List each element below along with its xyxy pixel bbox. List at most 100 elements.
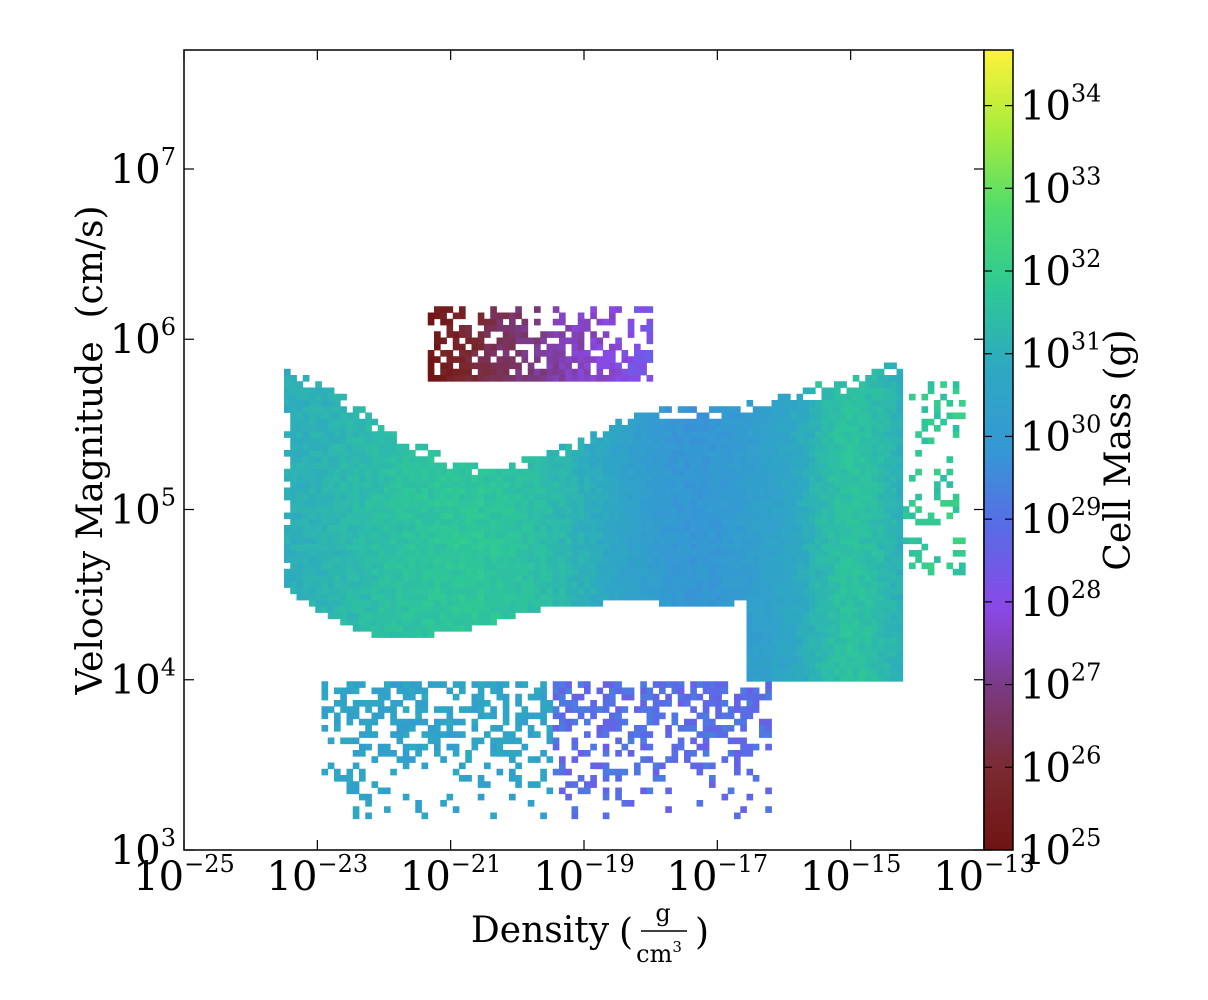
heatmap-cell — [534, 462, 541, 470]
heatmap-cell — [646, 593, 654, 601]
heatmap-cell — [734, 756, 741, 763]
heatmap-cell — [734, 500, 741, 507]
heatmap-cell — [515, 718, 522, 726]
heatmap-cell — [752, 706, 760, 713]
heatmap-cell — [584, 600, 591, 607]
heatmap-cell — [490, 618, 497, 626]
heatmap-cell — [615, 725, 622, 732]
heatmap-cell — [371, 468, 379, 476]
heatmap-cell — [346, 500, 354, 507]
heatmap-cell — [496, 325, 504, 332]
heatmap-cell — [546, 475, 554, 482]
heatmap-cell — [952, 493, 960, 501]
heatmap-cell — [359, 556, 366, 563]
heatmap-cell — [909, 562, 916, 570]
heatmap-cell — [596, 500, 604, 507]
heatmap-cell — [846, 662, 854, 670]
heatmap-cell — [702, 462, 710, 470]
heatmap-cell — [865, 456, 872, 463]
heatmap-cell — [352, 612, 360, 620]
heatmap-cell — [484, 618, 491, 626]
heatmap-cell — [702, 706, 710, 713]
heatmap-cell — [627, 750, 635, 757]
heatmap-cell — [721, 518, 729, 526]
heatmap-cell — [546, 456, 554, 463]
heatmap-cell — [896, 506, 904, 513]
heatmap-cell — [859, 525, 866, 532]
heatmap-cell — [852, 500, 860, 507]
heatmap-cell — [577, 518, 585, 526]
heatmap-cell — [452, 487, 460, 495]
heatmap-cell — [315, 531, 322, 538]
heatmap-cell — [877, 600, 885, 607]
heatmap-cell — [827, 562, 835, 570]
heatmap-cell — [646, 543, 654, 551]
heatmap-cell — [527, 362, 535, 370]
heatmap-cell — [596, 550, 604, 557]
heatmap-cell — [884, 506, 891, 513]
heatmap-cell — [890, 581, 897, 588]
heatmap-cell — [377, 468, 385, 476]
heatmap-cell — [771, 600, 779, 607]
heatmap-cell — [496, 531, 504, 538]
heatmap-cell — [334, 493, 341, 501]
heatmap-cell — [521, 568, 529, 576]
heatmap-cell — [615, 418, 622, 426]
heatmap-cell — [340, 693, 347, 701]
heatmap-cell — [746, 675, 754, 682]
heatmap-cell — [309, 437, 316, 445]
heatmap-cell — [327, 431, 335, 438]
heatmap-cell — [359, 537, 366, 545]
heatmap-cell — [840, 393, 847, 401]
heatmap-cell — [871, 550, 879, 557]
heatmap-cell — [652, 718, 660, 726]
colorbar-tick-label-exp: 33 — [1071, 162, 1102, 190]
heatmap-cell — [565, 687, 572, 695]
heatmap-cell — [759, 675, 766, 682]
heatmap-cell — [790, 462, 797, 470]
heatmap-cell — [377, 743, 385, 751]
heatmap-cell — [821, 631, 829, 638]
heatmap-cell — [515, 693, 522, 701]
heatmap-cell — [715, 456, 722, 463]
heatmap-cell — [634, 350, 641, 357]
heatmap-cell — [727, 581, 735, 588]
heatmap-cell — [934, 481, 941, 488]
heatmap-cell — [327, 737, 335, 745]
heatmap-cell — [702, 581, 710, 588]
heatmap-cell — [327, 531, 335, 538]
heatmap-cell — [652, 681, 660, 688]
heatmap-cell — [652, 418, 660, 426]
heatmap-cell — [871, 456, 879, 463]
heatmap-cell — [790, 612, 797, 620]
heatmap-cell — [615, 531, 622, 538]
heatmap-cell — [771, 512, 779, 520]
heatmap-cell — [702, 412, 710, 420]
heatmap-cell — [771, 450, 779, 457]
x-axis-units-denominator-exp: 3 — [672, 938, 682, 956]
heatmap-cell — [602, 350, 610, 357]
heatmap-cell — [677, 593, 685, 601]
heatmap-cell — [477, 337, 485, 345]
heatmap-cell — [584, 531, 591, 538]
heatmap-cell — [865, 625, 872, 632]
heatmap-cell — [340, 493, 347, 501]
heatmap-cell — [365, 543, 372, 551]
heatmap-cell — [602, 681, 610, 688]
heatmap-cell — [309, 412, 316, 420]
heatmap-cell — [896, 562, 904, 570]
heatmap-cell — [952, 537, 960, 545]
heatmap-cell — [746, 650, 754, 657]
heatmap-cell — [940, 393, 947, 401]
heatmap-cell — [709, 775, 716, 782]
heatmap-cell — [884, 362, 891, 370]
heatmap-cell — [896, 618, 904, 626]
heatmap-cell — [746, 550, 754, 557]
heatmap-cell — [890, 393, 897, 401]
heatmap-cell — [721, 581, 729, 588]
heatmap-cell — [502, 550, 510, 557]
heatmap-cell — [696, 593, 704, 601]
heatmap-cell — [346, 418, 354, 426]
heatmap-cell — [465, 575, 472, 582]
heatmap-cell — [327, 562, 335, 570]
